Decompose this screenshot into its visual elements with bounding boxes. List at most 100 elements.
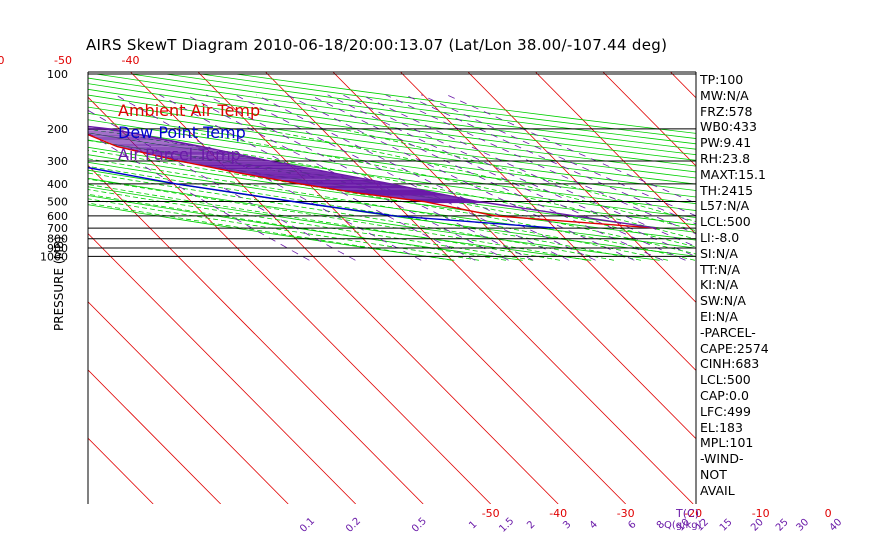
dry-adiabat [88, 186, 592, 261]
isotherm [0, 72, 18, 504]
isotherm [88, 233, 356, 504]
dry-adiabat [88, 195, 523, 261]
ambient-air-temp-line [88, 133, 657, 229]
dry-adiabat [88, 119, 696, 205]
index-item: MAXT:15.1 [700, 166, 766, 182]
pressure-tick-label: 100 [47, 68, 68, 81]
index-item: FRZ:578 [700, 103, 753, 119]
isotherm [197, 72, 626, 504]
y-axis-label: PRESSURE (MB) [52, 236, 66, 331]
indices-panel: TP:100 MW:N/A FRZ:578 WB0:433 PW:9.41 RH… [700, 72, 769, 499]
top-temp-tick-label: -50 [54, 54, 72, 67]
pressure-tick-label: 400 [47, 178, 68, 191]
legend-dew-point-temp: Dew Point Temp [118, 123, 246, 142]
index-item: WB0:433 [700, 119, 757, 135]
top-temp-tick-label: -40 [122, 54, 140, 67]
mixing-ratio-label: 15 [718, 517, 735, 534]
mixing-ratio-label: 30 [795, 517, 812, 534]
index-item: -WIND- [700, 451, 744, 467]
mixing-ratio-line [309, 94, 663, 261]
index-item: -PARCEL- [700, 324, 756, 340]
index-item: AVAIL [700, 482, 735, 498]
isotherm [602, 72, 696, 167]
dry-adiabat [95, 73, 696, 156]
index-item: L57:N/A [700, 198, 750, 214]
isotherm [88, 164, 424, 504]
index-item: CINH:683 [700, 356, 760, 372]
mixing-ratio-label: 3 [561, 519, 573, 531]
bottom-temp-tick-label: -30 [617, 507, 635, 520]
index-item: NOT [700, 466, 727, 482]
isotherm [88, 301, 289, 504]
isotherm [332, 72, 696, 440]
dry-adiabat [88, 83, 696, 167]
top-temp-tick-label: -60 [0, 54, 4, 67]
mixing-ratio-unit-label: Q(g/kg) [664, 520, 702, 531]
index-item: CAPE:2574 [700, 340, 769, 356]
bottom-temp-tick-label: 0 [825, 507, 832, 520]
index-item: LCL:500 [700, 214, 751, 230]
cape-shading [88, 126, 487, 204]
mixing-ratio-label: 4 [588, 519, 600, 531]
moist-adiabat [88, 202, 452, 261]
temp-unit-label: T(C) [675, 507, 699, 520]
bottom-temp-tick-label: -20 [684, 507, 702, 520]
mixing-ratio-line [420, 94, 696, 217]
air-parcel-temp-line [88, 125, 657, 229]
index-item: MW:N/A [700, 87, 749, 103]
mixing-ratio-label: 0.5 [410, 516, 429, 535]
pressure-tick-label: 1000 [40, 250, 68, 263]
mixing-ratio-label: 1 [467, 519, 479, 531]
dry-adiabat [88, 106, 696, 191]
moist-adiabat [170, 128, 696, 240]
moist-adiabat [88, 165, 641, 261]
dry-adiabat [88, 125, 696, 211]
dry-adiabat [235, 73, 696, 134]
moist-adiabat [88, 149, 695, 261]
chart-title: AIRS SkewT Diagram 2010-06-18/20:00:13.0… [86, 36, 668, 54]
index-item: RH:23.8 [700, 150, 751, 166]
mixing-ratio-line [88, 132, 310, 261]
mixing-ratio-label: 1.5 [497, 516, 516, 535]
index-item: TT:N/A [700, 261, 741, 277]
index-item: PW:9.41 [700, 135, 752, 151]
pressure-tick-label: 800 [47, 233, 68, 246]
index-item: SI:N/A [700, 245, 738, 261]
index-item: EI:N/A [700, 308, 738, 324]
dry-adiabat [88, 77, 696, 161]
mixing-ratio-line [327, 94, 686, 261]
pressure-tick-label: 600 [47, 210, 68, 223]
bottom-temp-tick-label: -10 [752, 507, 770, 520]
index-item: TH:2415 [700, 182, 754, 198]
mixing-ratio-label: 25 [774, 517, 791, 534]
dry-adiabat [88, 204, 455, 261]
index-item: CAP:0.0 [700, 387, 749, 403]
dry-adiabat [88, 146, 696, 233]
pressure-tick-label: 500 [47, 195, 68, 208]
dry-adiabat [130, 73, 696, 150]
legend-air-parcel-temp: Air Parcel Temp [118, 145, 241, 164]
legend-ambient-air-temp: Ambient Air Temp [118, 101, 261, 120]
index-item: TP:100 [700, 72, 744, 87]
mixing-ratio-label: 0.1 [298, 516, 317, 535]
bottom-temp-tick-label: -50 [482, 507, 500, 520]
index-item: LI:-8.0 [700, 229, 740, 245]
index-item: SW:N/A [700, 293, 746, 309]
isotherm [467, 72, 696, 303]
mixing-ratio-line [404, 94, 696, 225]
chart-series [88, 125, 657, 229]
index-item: KI:N/A [700, 277, 739, 293]
mixing-ratio-label: 6 [626, 519, 638, 531]
moist-adiabat [88, 193, 506, 261]
dry-adiabat [88, 94, 696, 179]
isotherm [0, 72, 86, 504]
isotherm [88, 369, 221, 504]
dry-adiabat [88, 112, 696, 198]
moist-adiabat [88, 178, 587, 261]
mixing-ratio-label: 0.2 [344, 516, 363, 535]
pressure-tick-label: 900 [47, 242, 68, 255]
pressure-tick-label: 700 [47, 222, 68, 235]
index-item: LCL:500 [700, 372, 751, 388]
pressure-tick-label: 200 [47, 123, 68, 136]
pressure-tick-label: 300 [47, 155, 68, 168]
